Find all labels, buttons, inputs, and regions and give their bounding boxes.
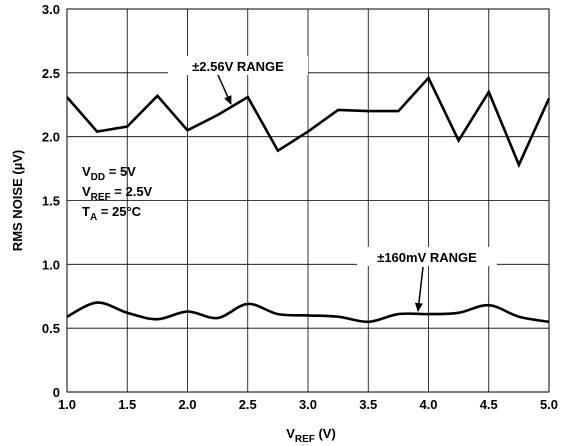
annotation-label-bg bbox=[168, 56, 308, 75]
y-tick-label: 1.0 bbox=[42, 257, 60, 272]
x-tick-label: 2.5 bbox=[239, 397, 257, 412]
annotation-label: ±160mV RANGE bbox=[377, 250, 477, 265]
annotations: ±2.56V RANGE ±160mV RANGE bbox=[168, 56, 497, 312]
series-line-2 bbox=[66, 301, 550, 324]
condition-line: VREF = 2.5V bbox=[82, 184, 153, 203]
annotation-arrow bbox=[414, 266, 424, 312]
x-tick-label: 1.5 bbox=[118, 397, 136, 412]
x-axis-title: VREF (V) bbox=[286, 426, 336, 445]
x-tick-label: 3.5 bbox=[359, 397, 377, 412]
condition-line: TA = 25°C bbox=[82, 204, 142, 223]
annotation-arrow bbox=[217, 74, 232, 105]
x-tick-label: 4.0 bbox=[419, 397, 437, 412]
y-axis-title: RMS NOISE (µV) bbox=[10, 150, 25, 251]
condition-line: VDD = 5V bbox=[82, 164, 136, 183]
x-tick-label: 2.0 bbox=[178, 397, 196, 412]
y-tick-label: 2.5 bbox=[42, 66, 60, 81]
plot-frame bbox=[66, 8, 550, 393]
y-axis-ticks: 0 0.5 1.0 1.5 2.0 2.5 3.0 bbox=[42, 2, 60, 400]
annotation-label-bg bbox=[357, 247, 497, 266]
y-tick-label: 0 bbox=[53, 385, 60, 400]
x-tick-label: 5.0 bbox=[540, 397, 558, 412]
x-axis-ticks: 1.0 1.5 2.0 2.5 3.0 3.5 4.0 4.5 5.0 bbox=[58, 397, 558, 412]
series-lines bbox=[66, 75, 551, 324]
y-tick-label: 2.0 bbox=[42, 130, 60, 145]
annotation-label: ±2.56V RANGE bbox=[192, 59, 284, 74]
y-tick-label: 3.0 bbox=[42, 2, 60, 17]
x-tick-label: 4.5 bbox=[480, 397, 498, 412]
series-line-1 bbox=[66, 75, 551, 169]
x-tick-label: 3.0 bbox=[299, 397, 317, 412]
x-tick-label: 1.0 bbox=[58, 397, 76, 412]
y-tick-label: 1.5 bbox=[42, 194, 60, 209]
y-tick-label: 0.5 bbox=[42, 321, 60, 336]
